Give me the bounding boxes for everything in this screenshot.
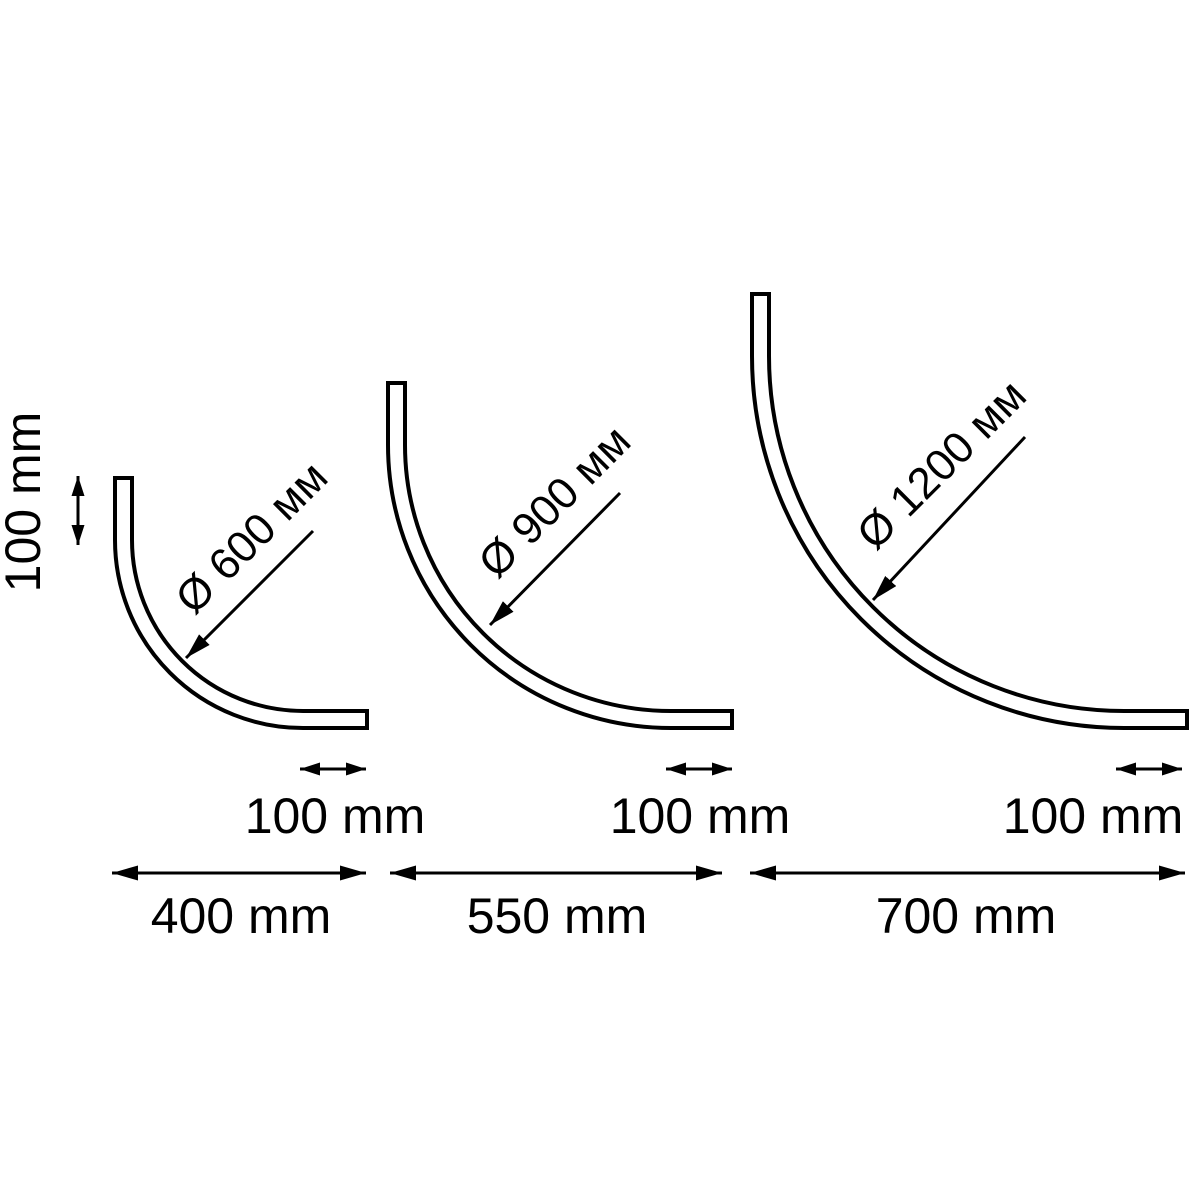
track-piece-900: Ø 900 мм 100 mm 550 mm	[386, 381, 791, 944]
track-piece-1200: Ø 1200 мм 100 mm 700 mm	[750, 292, 1189, 944]
diameter-label-900: Ø 900 мм	[469, 416, 640, 587]
diameter-dimension-line-900	[488, 491, 622, 627]
track-piece-900-outline	[386, 381, 734, 730]
track-piece-600: Ø 600 мм 100 mm 400 mm	[112, 452, 425, 944]
end-dimension-label-1200: 100 mm	[1003, 788, 1184, 844]
end-dimension-label-600: 100 mm	[245, 788, 426, 844]
width-dimension-label-1200: 700 mm	[876, 888, 1057, 944]
end-dimension-label-900: 100 mm	[610, 788, 791, 844]
diameter-dimension-line-600	[184, 529, 315, 660]
diameter-dimension-line-1200	[871, 435, 1027, 602]
height-dimension-label: 100 mm	[0, 412, 51, 593]
diameter-label-600: Ø 600 мм	[166, 452, 337, 623]
width-dimension-label-600: 400 mm	[151, 888, 332, 944]
width-dimension-label-900: 550 mm	[467, 888, 648, 944]
track-piece-1200-outline	[750, 292, 1189, 730]
track-piece-600-outline	[113, 476, 369, 730]
diameter-label-1200: Ø 1200 мм	[848, 371, 1036, 559]
